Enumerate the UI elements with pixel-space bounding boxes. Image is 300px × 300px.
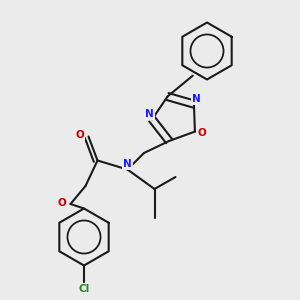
Text: Cl: Cl <box>78 284 90 294</box>
Text: O: O <box>197 128 206 138</box>
Text: N: N <box>192 94 201 104</box>
Text: N: N <box>123 159 132 169</box>
Text: N: N <box>145 109 154 119</box>
Text: O: O <box>76 130 85 140</box>
Text: O: O <box>58 197 67 208</box>
